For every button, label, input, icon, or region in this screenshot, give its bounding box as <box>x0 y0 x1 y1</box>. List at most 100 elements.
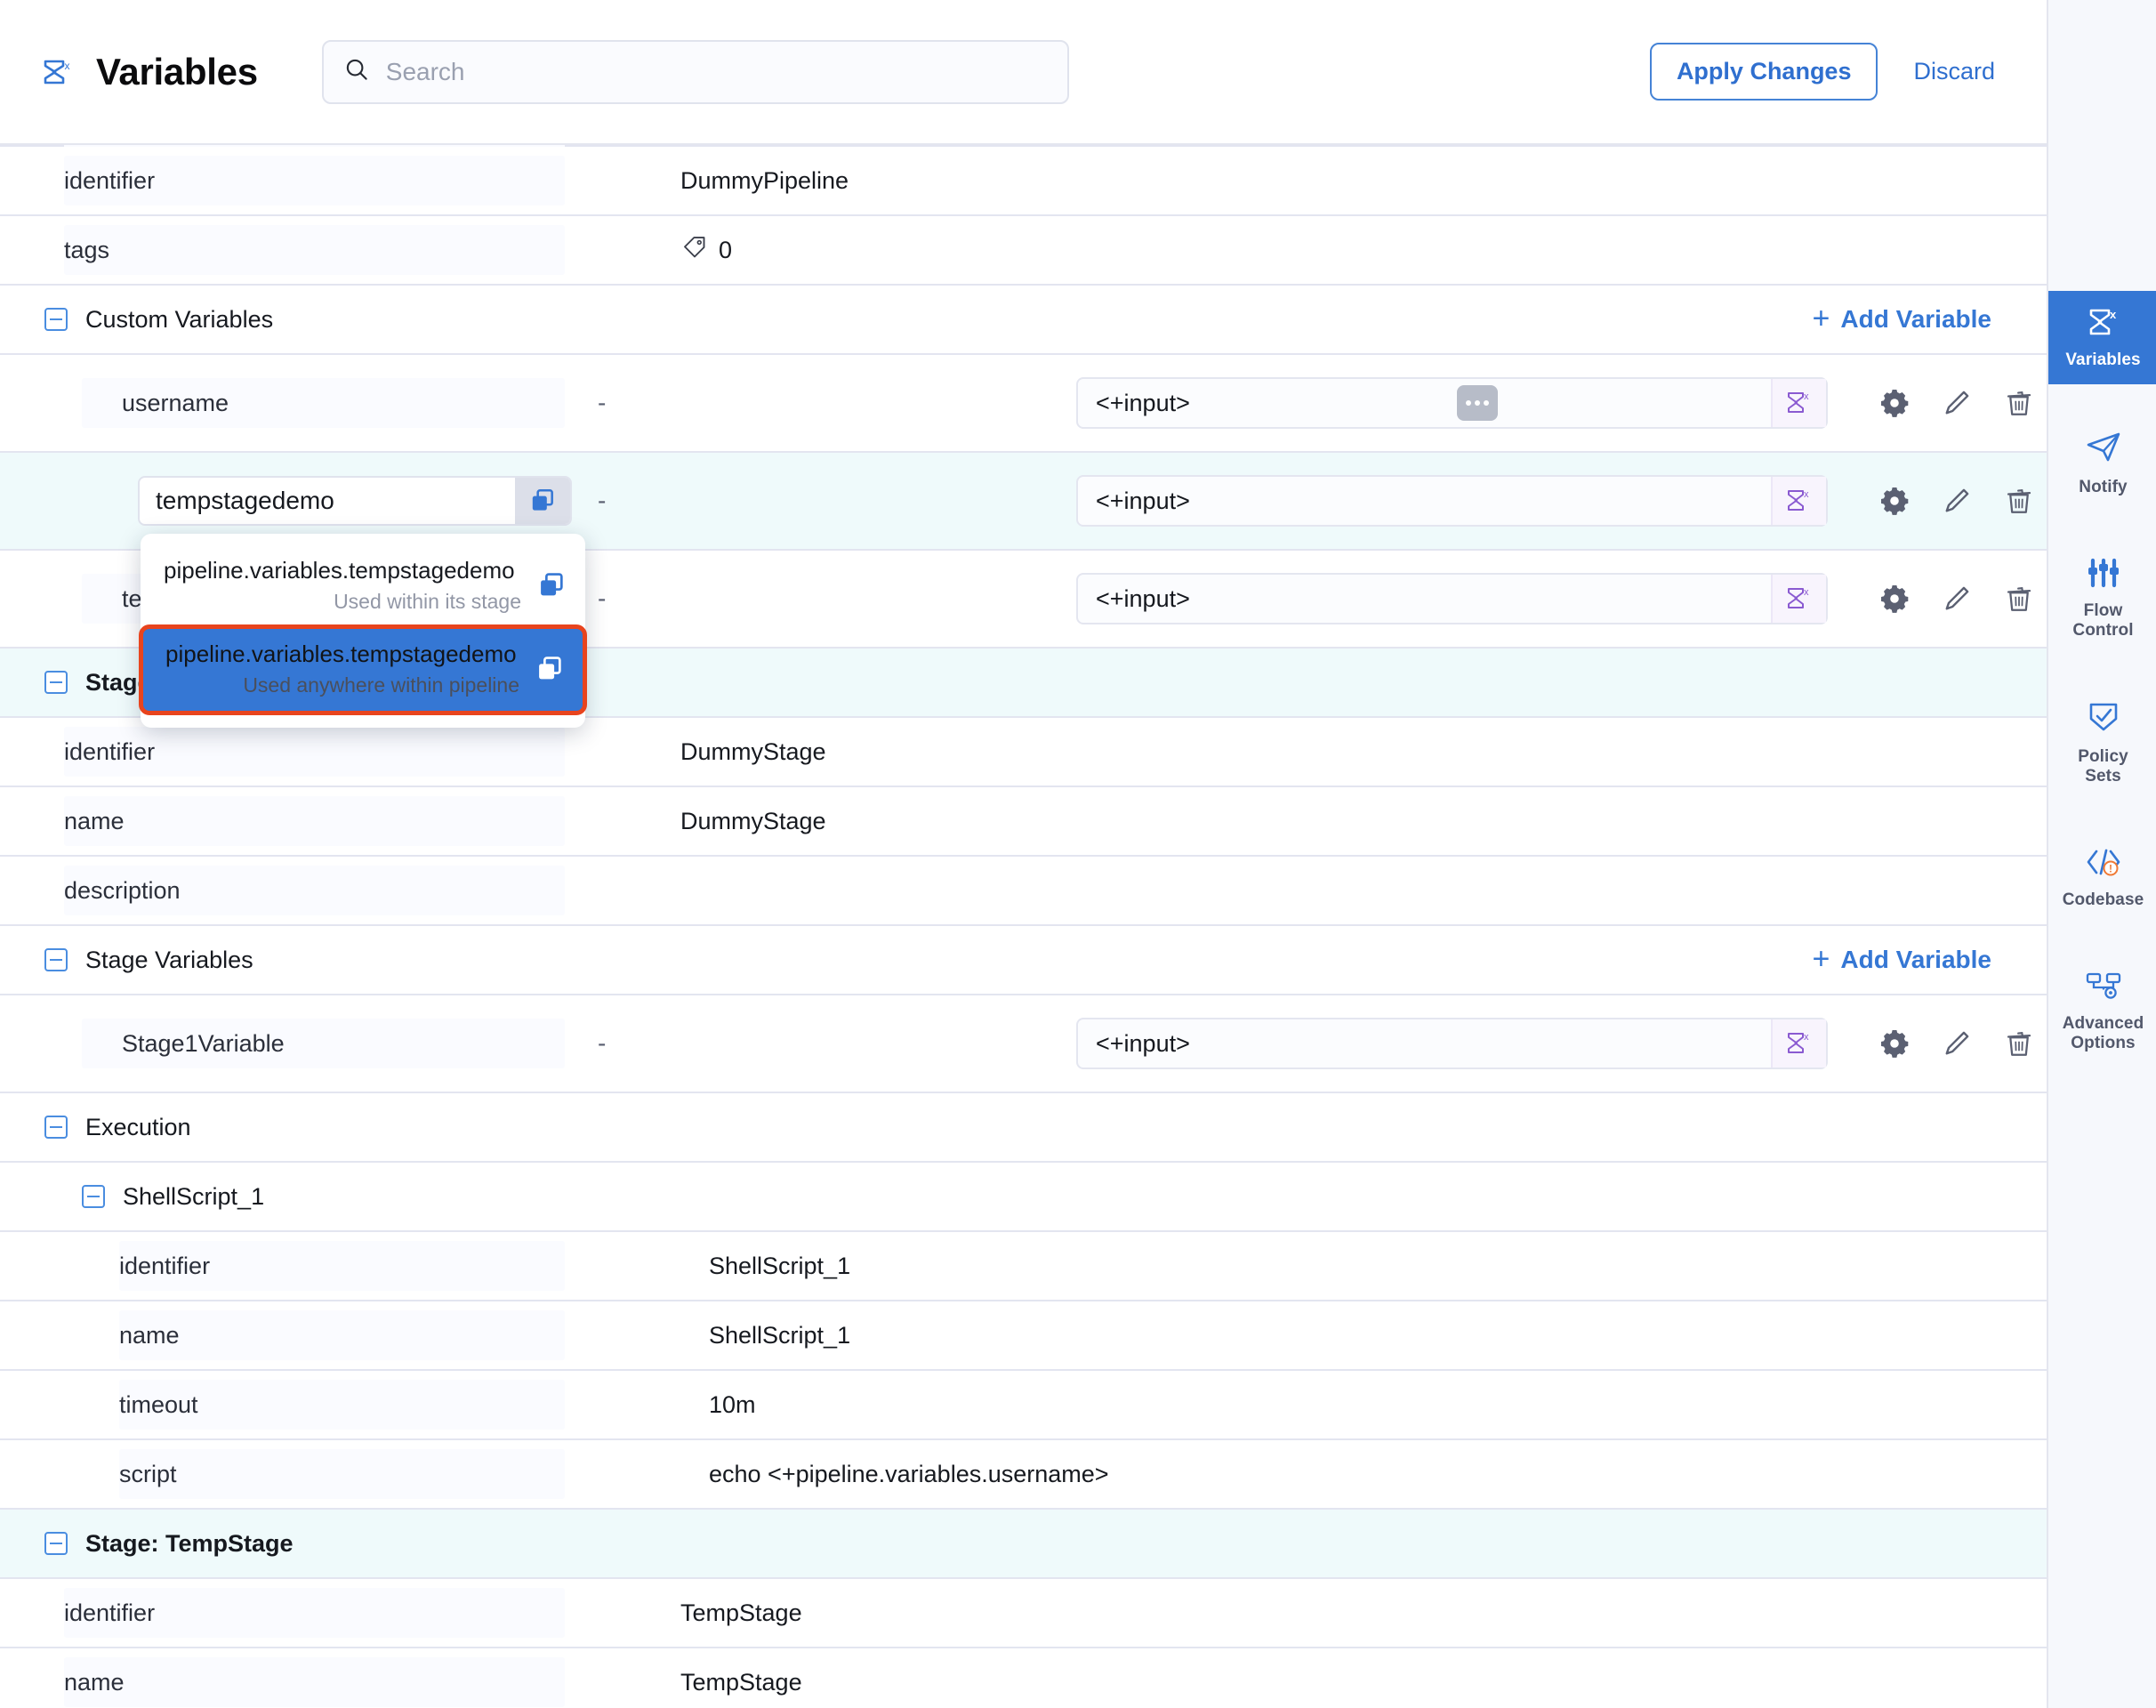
table-row: timeout 10m <box>0 1371 2047 1440</box>
gear-icon[interactable] <box>1878 485 1911 517</box>
trash-icon[interactable] <box>2003 1027 2035 1059</box>
variable-name: username <box>82 378 565 428</box>
variables-table: identifier DummyPipeline tags 0 Custom V… <box>0 145 2047 1708</box>
variable-value: <+input> <box>1096 487 1190 514</box>
rail-item-label: Advanced Options <box>2062 1013 2144 1052</box>
trash-icon[interactable] <box>2003 583 2035 615</box>
expression-sigma-icon[interactable]: x <box>1771 575 1826 623</box>
more-options-button[interactable] <box>1457 385 1499 421</box>
copy-icon[interactable] <box>515 478 570 524</box>
table-row: name TempStage <box>0 1648 2047 1708</box>
copy-expression-popup: pipeline.variables.tempstagedemo Used wi… <box>139 534 587 728</box>
collapse-toggle-icon[interactable] <box>44 1532 68 1555</box>
svg-text:x: x <box>1804 391 1809 402</box>
gear-icon[interactable] <box>1878 1027 1911 1059</box>
svg-text:!: ! <box>2109 863 2112 875</box>
sigma-x-icon: x <box>2086 307 2121 342</box>
svg-text:x: x <box>65 60 70 72</box>
rail-item-label: Codebase <box>2062 890 2144 910</box>
rail-item-label: Notify <box>2079 477 2128 496</box>
gear-icon[interactable] <box>1878 387 1911 419</box>
row-value: 10m <box>709 1390 756 1418</box>
rail-item-notify[interactable]: Notify <box>2048 415 2156 512</box>
variable-value-input[interactable]: <+input> x <box>1076 1018 1828 1069</box>
variable-value: <+input> <box>1096 1029 1190 1057</box>
add-variable-label: Add Variable <box>1840 305 1991 333</box>
row-value: TempStage <box>680 1668 802 1696</box>
pencil-icon[interactable] <box>1941 485 1973 517</box>
apply-changes-button[interactable]: Apply Changes <box>1649 43 1878 101</box>
section-header-row: Execution <box>0 1093 2047 1163</box>
section-label: ShellScript_1 <box>123 1182 265 1210</box>
section-header-row: ShellScript_1 <box>0 1163 2047 1232</box>
rail-item-variables[interactable]: x Variables <box>2048 291 2156 384</box>
trash-icon[interactable] <box>2003 387 2035 419</box>
section-label: Execution <box>85 1113 191 1140</box>
rail-item-label: Policy Sets <box>2078 747 2128 786</box>
variable-row: username - <+input> x <box>0 355 2047 453</box>
discard-button[interactable]: Discard <box>1913 58 1995 85</box>
search-input[interactable]: Search <box>321 39 1069 104</box>
rail-item-advanced-options[interactable]: Advanced Options <box>2048 955 2156 1068</box>
section-header-row: Stage: TempStage <box>0 1510 2047 1579</box>
pencil-icon[interactable] <box>1941 1027 1973 1059</box>
section-label: Custom Variables <box>85 305 274 333</box>
section-header-row: Custom Variables + Add Variable <box>0 286 2047 355</box>
variable-name-input[interactable]: tempstagedemo <box>138 476 572 526</box>
popup-item-pipeline-scope[interactable]: pipeline.variables.tempstagedemo Used an… <box>139 624 587 715</box>
table-row: identifier TempStage <box>0 1579 2047 1648</box>
table-row: identifier DummyPipeline <box>0 147 2047 216</box>
rail-item-policy-sets[interactable]: Policy Sets <box>2048 684 2156 801</box>
table-row: identifier DummyStage <box>0 718 2047 787</box>
gear-icon[interactable] <box>1878 583 1911 615</box>
header-actions: Apply Changes Discard <box>1649 43 2047 101</box>
trash-icon[interactable] <box>2003 485 2035 517</box>
svg-text:x: x <box>1804 489 1809 500</box>
table-row: name ShellScript_1 <box>0 1301 2047 1371</box>
variable-row: Stage1Variable - <+input> x <box>0 995 2047 1093</box>
row-label: name <box>64 796 565 846</box>
rail-item-label: Variables <box>2065 350 2141 369</box>
collapse-toggle-icon[interactable] <box>82 1185 105 1208</box>
copy-icon[interactable] <box>534 568 569 603</box>
collapse-toggle-icon[interactable] <box>44 308 68 331</box>
shield-check-icon <box>2087 700 2120 738</box>
svg-text:x: x <box>1804 587 1809 598</box>
variable-dash: - <box>598 487 607 514</box>
sigma-x-icon: x <box>34 51 76 93</box>
add-variable-button[interactable]: + Add Variable <box>1812 942 1991 977</box>
row-value: TempStage <box>680 1599 802 1626</box>
code-warning-icon: ! <box>2084 847 2123 882</box>
rail-item-codebase[interactable]: ! Codebase <box>2048 831 2156 924</box>
collapse-toggle-icon[interactable] <box>44 671 68 694</box>
pencil-icon[interactable] <box>1941 583 1973 615</box>
rail-item-flow-control[interactable]: Flow Control <box>2048 542 2156 655</box>
table-row: script echo <+pipeline.variables.usernam… <box>0 1440 2047 1510</box>
popup-item-stage-scope[interactable]: pipeline.variables.tempstagedemo Used wi… <box>141 544 585 628</box>
svg-text:x: x <box>2110 308 2117 321</box>
row-label: timeout <box>119 1380 565 1430</box>
expression-sigma-icon[interactable]: x <box>1771 1019 1826 1068</box>
row-label: identifier <box>64 156 565 205</box>
paper-plane-icon <box>2085 431 2122 469</box>
row-actions <box>1878 583 2035 615</box>
variable-dash: - <box>598 1029 607 1057</box>
add-variable-button[interactable]: + Add Variable <box>1813 303 1991 334</box>
variable-value-input[interactable]: <+input> x <box>1076 475 1828 527</box>
expression-sigma-icon[interactable]: x <box>1770 379 1826 427</box>
popup-expression: pipeline.variables.tempstagedemo <box>164 557 515 584</box>
copy-icon[interactable] <box>532 651 567 687</box>
variable-value-input[interactable]: <+input> x <box>1076 377 1828 429</box>
page-header: x Variables Search Apply Changes Discard <box>0 0 2047 145</box>
pencil-icon[interactable] <box>1941 387 1973 419</box>
expression-sigma-icon[interactable]: x <box>1771 477 1826 525</box>
plus-icon: + <box>1812 942 1830 977</box>
rail-item-label: Flow Control <box>2072 600 2134 640</box>
popup-scope-label: Used anywhere within pipeline <box>243 673 519 697</box>
tag-icon <box>681 234 708 267</box>
section-label: Stage: TempStage <box>85 1529 294 1557</box>
variable-value-input[interactable]: <+input> x <box>1076 573 1828 624</box>
collapse-toggle-icon[interactable] <box>44 948 68 971</box>
collapse-toggle-icon[interactable] <box>44 1116 68 1139</box>
